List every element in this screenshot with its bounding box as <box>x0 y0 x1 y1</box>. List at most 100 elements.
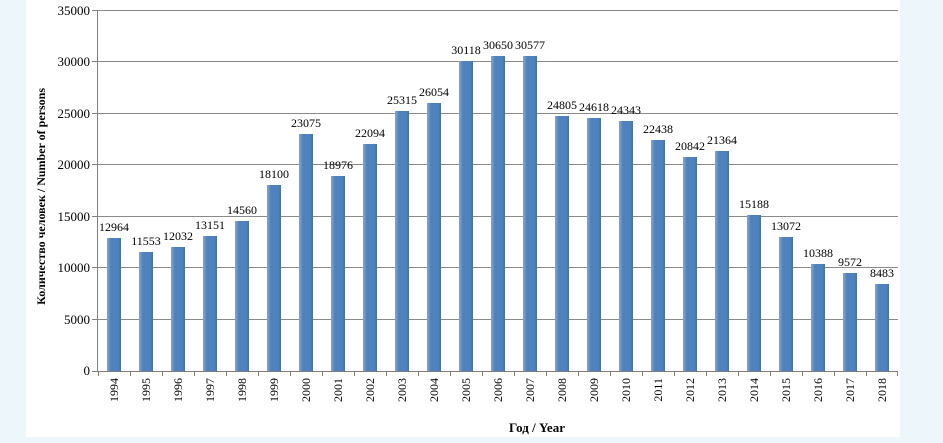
bar <box>267 185 281 371</box>
bar-value-label: 24618 <box>579 100 609 114</box>
bar <box>171 247 185 371</box>
y-axis-tick <box>92 318 98 320</box>
x-tick-label: 2006 <box>491 378 505 402</box>
y-tick-label: 35000 <box>57 3 91 18</box>
bar-value-label: 22438 <box>643 122 673 136</box>
bar <box>459 61 473 371</box>
x-tick-label: 2002 <box>363 378 377 402</box>
bar-value-label: 12964 <box>99 220 129 234</box>
x-axis-tick <box>674 371 675 376</box>
y-tick-label: 30000 <box>57 54 91 70</box>
bar <box>715 151 729 371</box>
bar-value-label: 26054 <box>419 85 449 99</box>
x-tick-label: 2007 <box>523 378 537 402</box>
bar <box>395 111 409 371</box>
x-tick-label: 2016 <box>811 378 825 402</box>
x-axis-tick <box>706 371 707 376</box>
bar-value-label: 10388 <box>803 246 833 260</box>
x-tick-label: 2008 <box>555 378 569 402</box>
bar-value-label: 8483 <box>870 266 894 280</box>
y-axis-tick <box>92 267 98 269</box>
bar-value-label: 12032 <box>163 229 193 243</box>
x-tick-label: 2001 <box>331 378 345 402</box>
bar-value-label: 15188 <box>739 197 769 211</box>
bar <box>587 118 601 371</box>
bar-value-label: 18976 <box>323 158 353 172</box>
x-axis-tick <box>578 371 579 376</box>
bar-value-label: 11553 <box>131 234 161 248</box>
y-tick-label: 25000 <box>57 105 91 121</box>
x-tick-label: 2000 <box>299 378 313 402</box>
x-axis-tick <box>738 371 739 376</box>
bar <box>683 157 697 371</box>
x-tick-label: 2017 <box>843 378 857 402</box>
bar-value-label: 13151 <box>195 218 225 232</box>
bar-value-label: 30577 <box>515 38 545 52</box>
bar <box>203 236 217 371</box>
y-tick-label: 5000 <box>64 311 90 327</box>
x-axis-tick <box>258 371 259 376</box>
x-tick-label: 2005 <box>459 378 473 402</box>
gridline <box>98 10 898 11</box>
x-axis-tick <box>546 371 547 376</box>
page-margin-left <box>0 0 26 443</box>
bar <box>747 215 761 371</box>
x-tick-label: 2003 <box>395 378 409 402</box>
bar <box>107 238 121 371</box>
x-axis-tick <box>194 371 195 376</box>
bar-value-label: 30650 <box>483 38 513 52</box>
bar-value-label: 21364 <box>707 133 737 147</box>
bar <box>651 140 665 371</box>
x-tick-label: 2009 <box>587 378 601 402</box>
x-tick-label: 1997 <box>203 378 217 402</box>
bar-value-label: 22094 <box>355 126 385 140</box>
x-axis-tick <box>770 371 771 376</box>
y-axis-tick <box>92 10 98 11</box>
bar-value-label: 14560 <box>227 203 257 217</box>
page-margin-right <box>900 0 943 443</box>
x-axis-title: Год / Year <box>509 420 565 435</box>
bar <box>523 56 537 371</box>
x-axis-tick <box>834 371 835 376</box>
bar-value-label: 25315 <box>387 93 417 107</box>
bar <box>491 56 505 371</box>
bar <box>363 144 377 371</box>
y-axis-tick <box>92 61 98 63</box>
x-axis-tick <box>322 371 323 376</box>
y-tick-label: 10000 <box>57 260 91 276</box>
x-axis-tick <box>162 371 163 376</box>
y-axis-tick <box>92 215 98 217</box>
x-axis-tick <box>610 371 611 376</box>
x-axis-tick <box>98 371 99 376</box>
bar-value-label: 20842 <box>675 139 705 153</box>
x-tick-label: 2013 <box>715 378 729 402</box>
bar <box>555 116 569 371</box>
bar <box>811 264 825 371</box>
bar-value-label: 9572 <box>838 255 862 269</box>
y-tick-label: 0 <box>83 363 91 378</box>
bar-value-label: 24343 <box>611 103 641 117</box>
bar <box>235 221 249 371</box>
x-axis-tick <box>226 371 227 376</box>
x-axis-tick <box>354 371 355 376</box>
x-axis-tick <box>450 371 451 376</box>
x-tick-label: 2010 <box>619 378 633 402</box>
x-axis-tick <box>897 371 898 376</box>
bar <box>139 252 153 371</box>
x-tick-label: 2012 <box>683 378 697 402</box>
bar <box>427 103 441 371</box>
x-tick-label: 2014 <box>747 378 761 402</box>
page-margin-bottom <box>0 437 943 443</box>
x-axis-tick <box>866 371 867 376</box>
y-axis-tick <box>92 371 98 372</box>
x-tick-label: 1998 <box>235 378 249 402</box>
bar <box>619 121 633 371</box>
bar <box>779 237 793 371</box>
x-axis-tick <box>290 371 291 376</box>
x-tick-label: 2011 <box>651 378 665 402</box>
y-axis-tick <box>92 164 98 166</box>
bar-value-label: 24805 <box>547 98 577 112</box>
bar <box>299 134 313 371</box>
x-tick-label: 1995 <box>139 378 153 402</box>
